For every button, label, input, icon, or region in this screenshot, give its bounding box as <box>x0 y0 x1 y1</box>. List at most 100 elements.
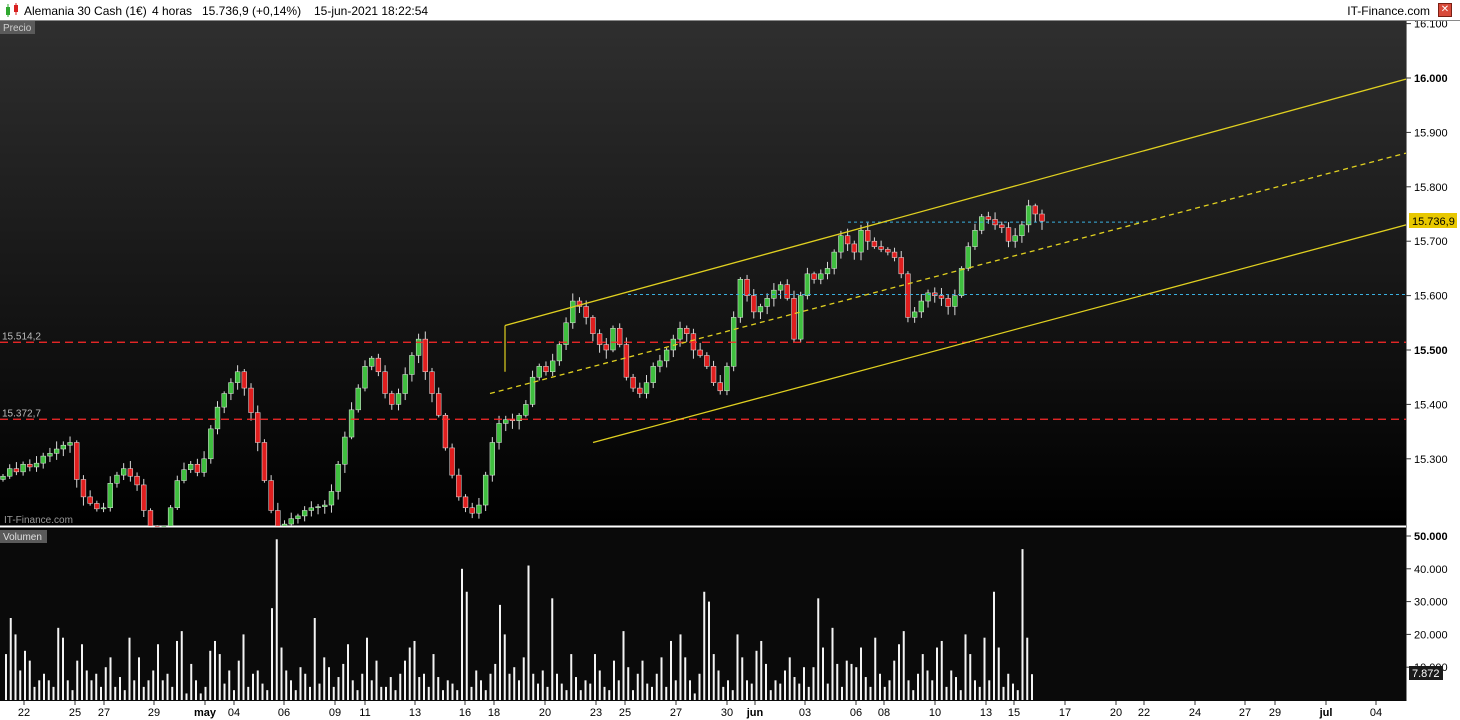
volume-panel-label: Volumen <box>3 532 42 543</box>
candle <box>617 323 623 348</box>
channel-lower-line <box>592 224 1407 444</box>
volume-bar <box>608 690 611 700</box>
volume-bar <box>921 654 924 700</box>
candle <box>958 266 965 298</box>
price-tick-label: 16.000 <box>1414 73 1448 85</box>
candle <box>529 370 536 408</box>
time-tick-label: may <box>194 707 217 719</box>
candle <box>194 458 201 477</box>
price-tick-label: 16.100 <box>1414 21 1448 31</box>
volume-bar <box>204 686 207 700</box>
volume-bar <box>955 677 957 700</box>
volume-bar <box>266 690 269 700</box>
volume-bar <box>541 670 544 700</box>
volume-bar <box>100 686 102 700</box>
volume-bar <box>988 680 991 700</box>
candle <box>543 361 549 376</box>
volume-panel-tag-bg <box>0 530 47 543</box>
watermark: IT-Finance.com <box>4 515 73 526</box>
volume-bar <box>622 631 625 700</box>
candle <box>630 373 636 392</box>
timeframe: 4 horas <box>152 4 193 18</box>
volume-bar <box>404 660 406 700</box>
volume-bar <box>560 683 563 700</box>
volume-bar <box>413 640 416 700</box>
time-tick-label: 20 <box>539 707 551 719</box>
time-tick-label: 04 <box>1370 707 1382 719</box>
candle <box>1019 221 1025 243</box>
volume-bar <box>850 663 853 700</box>
volume-bar <box>337 677 340 700</box>
volume-bar <box>750 683 753 700</box>
volume-bar <box>275 539 278 700</box>
volume-bar <box>223 683 226 700</box>
volume-bar <box>931 680 934 700</box>
volume-bar <box>841 686 843 700</box>
volume-bar <box>912 690 915 700</box>
candle <box>650 362 656 389</box>
volume-bar <box>1031 674 1033 700</box>
level-label-0: 15.514,2 <box>2 331 41 342</box>
volume-bar <box>665 686 668 700</box>
last-price-label: 15.736,9 <box>1412 216 1455 228</box>
time-tick-label: 06 <box>850 707 862 719</box>
candle <box>382 365 388 399</box>
volume-bar <box>171 686 174 700</box>
volume-bar <box>5 654 7 700</box>
volume-bar <box>128 637 131 700</box>
volume-bar <box>969 654 972 700</box>
candle <box>583 300 589 325</box>
volume-bar <box>537 683 539 700</box>
volume-bar <box>565 690 568 700</box>
candle <box>556 341 563 366</box>
candle <box>798 291 804 343</box>
volume-bar <box>442 690 444 700</box>
volume-bar <box>104 667 107 700</box>
volume-bar <box>309 686 311 700</box>
candle <box>482 471 489 512</box>
candle <box>516 413 522 430</box>
candle <box>663 347 670 368</box>
candle <box>751 289 757 319</box>
volume-bar <box>366 637 368 700</box>
volume-bar <box>717 670 720 700</box>
candle <box>570 293 576 329</box>
volume-bar <box>812 667 815 700</box>
time-tick-label: 11 <box>359 707 370 719</box>
volume-bar <box>166 673 169 700</box>
price-tick-label: 15.600 <box>1414 291 1448 303</box>
candle <box>603 338 609 359</box>
volume-bar <box>71 690 74 700</box>
candle <box>369 355 375 371</box>
close-button[interactable]: ✕ <box>1438 3 1452 17</box>
candle <box>938 287 945 306</box>
volume-bar <box>760 640 763 700</box>
volume-bar <box>641 660 644 700</box>
volume-bars-layer <box>5 539 1033 700</box>
candle <box>523 400 529 418</box>
volume-bar <box>1021 549 1024 700</box>
volume-bar <box>451 683 454 700</box>
candle <box>979 214 985 235</box>
volume-bar <box>304 673 307 700</box>
chart-area[interactable]: 15.514,2 15.372,7 16.100 16.000 15.900 15.80… <box>0 21 1460 720</box>
volume-bar <box>242 634 245 700</box>
volume-bar <box>399 673 402 700</box>
candles-layer <box>0 199 1045 528</box>
instrument-name: Alemania 30 Cash (1€) <box>24 4 147 18</box>
candle <box>999 221 1005 234</box>
channel-middle-line <box>489 152 1407 395</box>
volume-bar <box>437 677 440 700</box>
candle <box>818 269 824 285</box>
candle <box>255 405 261 452</box>
candle <box>804 267 811 300</box>
candle <box>335 460 341 500</box>
price-tick-label: 15.700 <box>1414 236 1448 248</box>
volume-bar <box>1007 673 1010 700</box>
volume-bar <box>418 677 421 700</box>
candle <box>710 360 717 386</box>
volume-bar <box>480 680 482 700</box>
volume-bar <box>52 686 55 700</box>
volume-bar <box>584 680 587 700</box>
candle <box>261 439 268 483</box>
